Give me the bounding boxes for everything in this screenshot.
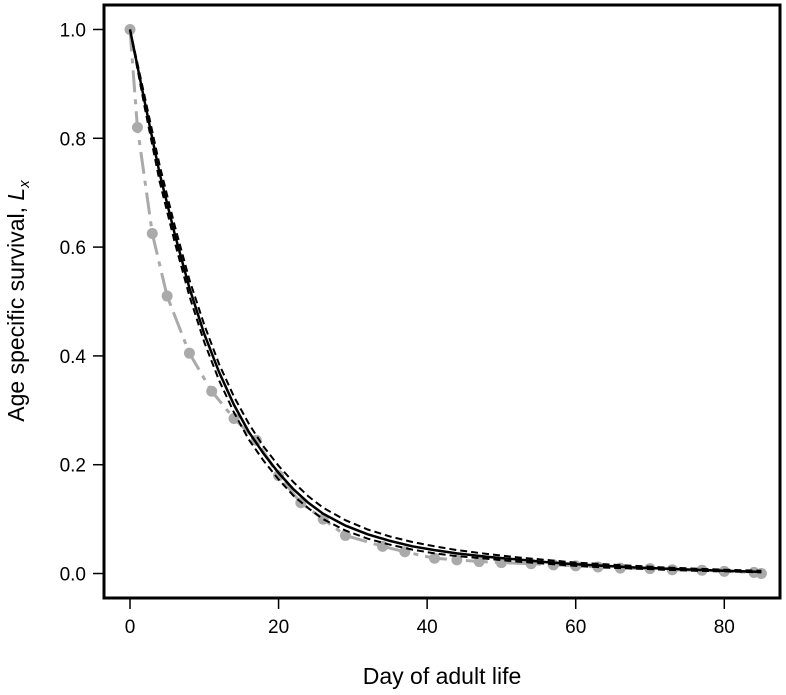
lower-bound-line <box>129 29 762 574</box>
observed-point <box>429 552 441 564</box>
observed-point <box>273 470 285 482</box>
y-tick-label: 0.6 <box>60 238 86 259</box>
observed-point <box>131 121 143 133</box>
x-axis-title: Day of adult life <box>363 663 522 689</box>
x-tick-label: 80 <box>714 617 735 638</box>
series-layer <box>124 23 767 580</box>
plot-frame <box>102 3 782 600</box>
observed-point <box>206 385 218 397</box>
y-tick-label: 1.0 <box>60 20 86 41</box>
y-axis-title-subscript: x <box>16 180 33 189</box>
x-tick-label: 20 <box>268 617 289 638</box>
observed-point <box>161 290 173 302</box>
y-axis-title-prefix: Age specific survival, <box>3 201 29 422</box>
tick-layer: 0 20 40 60 80 0.0 0.2 0.4 0.6 0.8 1.0 <box>60 20 735 638</box>
y-tick-label: 0.0 <box>60 565 86 586</box>
observed-point <box>183 347 195 359</box>
upper-bound-line <box>129 29 762 572</box>
model-series-line <box>128 29 762 574</box>
y-tick-label: 0.8 <box>60 129 86 150</box>
y-tick-label: 0.4 <box>60 347 87 368</box>
x-tick-label: 40 <box>417 617 438 638</box>
x-tick-label: 0 <box>125 617 136 638</box>
observed-point <box>228 412 240 424</box>
observed-point <box>755 568 767 580</box>
observed-point <box>451 554 463 566</box>
y-axis-title: Age specific survival, Lx <box>3 180 33 422</box>
observed-point <box>146 227 158 239</box>
y-tick-label: 0.2 <box>60 456 86 477</box>
observed-point <box>339 529 351 541</box>
observed-series-line <box>128 29 762 575</box>
observed-point <box>124 23 136 35</box>
x-tick-label: 60 <box>565 617 586 638</box>
y-axis-title-symbol: L <box>3 188 29 201</box>
